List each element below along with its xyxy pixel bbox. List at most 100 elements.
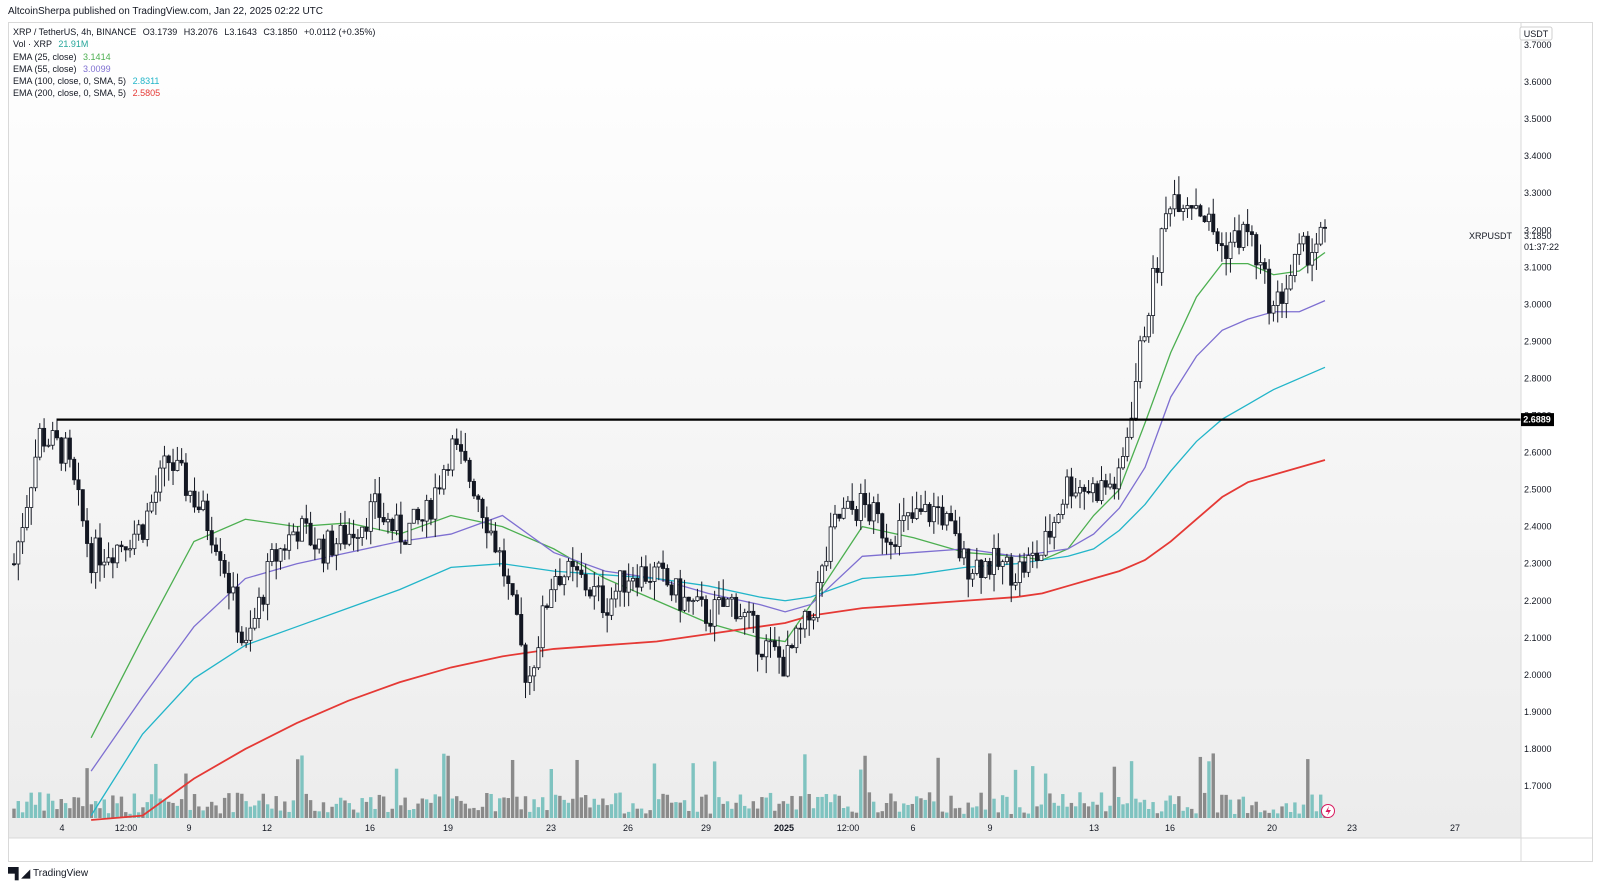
volume-bar [605,805,609,818]
volume-bar [678,802,682,818]
candle-body [811,617,816,621]
volume-bar [1177,796,1181,818]
candle-body [592,586,597,597]
volume-bar [996,812,1001,818]
volume-bar [1039,804,1044,818]
price-tick-label: 3.0000 [1524,299,1552,309]
candle-body [1288,275,1293,290]
volume-bar [1108,805,1112,818]
candle-body [966,548,971,580]
candle-body [46,444,51,447]
candle-body [1125,436,1130,457]
volume-bar [270,808,274,818]
volume-bar [102,799,106,818]
volume-bar [743,805,747,818]
candle-body [1095,483,1100,502]
candle-body [583,574,588,591]
volume-bar [764,797,768,818]
candle-body [772,640,777,648]
volume-bar [1005,796,1009,818]
volume-bar [338,797,343,818]
volume-bar [1164,800,1168,818]
volume-bar [1069,802,1074,818]
volume-bar [936,757,940,818]
candle-body [957,533,962,559]
volume-bar [184,773,188,818]
ema200-label: EMA (200, close, 0, SMA, 5) [13,88,127,99]
candle-body [587,589,592,597]
plot-background [9,23,1521,838]
volume-bar [970,807,975,818]
volume-bar [214,805,218,818]
volume-bar [42,810,46,818]
volume-bar [459,800,463,818]
candle-body [790,645,795,649]
candle-body [1292,253,1297,276]
volume-bar [89,804,94,818]
lightning-icon[interactable] [1321,804,1335,818]
volume-bar [1306,759,1310,818]
candle-body [205,500,210,531]
ema55-row[interactable]: EMA (55, close) 3.0099 [13,63,375,75]
candle-body [768,640,773,643]
volume-bar [197,806,201,818]
volume-bar [450,798,455,818]
volume-bar [786,803,790,818]
candle-body [918,508,923,512]
volume-bar [674,802,678,818]
ema100-row[interactable]: EMA (100, close, 0, SMA, 5) 2.8311 [13,75,375,87]
ema25-row[interactable]: EMA (25, close) 3.1414 [13,51,375,63]
price-tick-label: 2.9000 [1524,336,1552,346]
time-tick-label: 6 [910,823,915,833]
volume-bar [1314,811,1319,818]
candle-body [188,490,193,496]
volume-bar [755,808,760,818]
volume-bar [1095,804,1099,818]
candle-body [330,530,335,556]
candle-body [532,667,537,677]
volume-bar [751,801,756,818]
candle-body [656,562,661,568]
candle-body [1073,492,1078,497]
volume-bar [1276,813,1280,818]
candle-body [807,610,812,621]
volume-bar [1293,802,1297,818]
volume-bar [106,813,111,818]
candle-body [884,537,889,543]
volume-bar [1284,803,1289,818]
volume-bar [1224,794,1228,818]
volume-bar [979,792,983,818]
volume-bar [85,768,89,818]
price-tick-label: 2.6000 [1524,448,1552,458]
level-price-label: 2.6889 [1523,415,1551,425]
currency-box[interactable] [1519,26,1553,41]
volume-bar [351,809,356,818]
candle-body [265,561,270,605]
volume-row[interactable]: Vol · XRP 21.91M [13,38,375,50]
volume-bar [399,805,403,818]
volume-bar [326,812,330,818]
candle-body [16,541,21,565]
candle-body [630,578,635,582]
volume-bar [231,812,235,818]
ema200-row[interactable]: EMA (200, close, 0, SMA, 5) 2.5805 [13,87,375,99]
volume-bar [691,763,695,818]
candle-body [953,520,958,535]
volume-bar [175,805,180,818]
volume-bar [945,812,949,818]
candle-body [893,544,898,547]
volume-bar [867,792,872,818]
time-axis[interactable]: 4 12:00 9 12 16 19 23 26 29 2025 12:00 6 9 13 16 20 23 27 [59,823,1460,833]
candle-body [961,548,966,559]
chart-panel[interactable] [8,22,1593,862]
ohlc-row[interactable]: XRP / TetherUS, 4h, BINANCE O3.1739 H3.2… [13,26,375,38]
volume-bar [794,809,799,818]
volume-bar [1310,794,1314,818]
level-price-box [1521,413,1554,427]
volume-bar [300,755,304,818]
volume-bar [914,796,919,818]
candle-body [875,502,880,515]
volume-bar [519,809,523,818]
candle-body [72,458,77,481]
